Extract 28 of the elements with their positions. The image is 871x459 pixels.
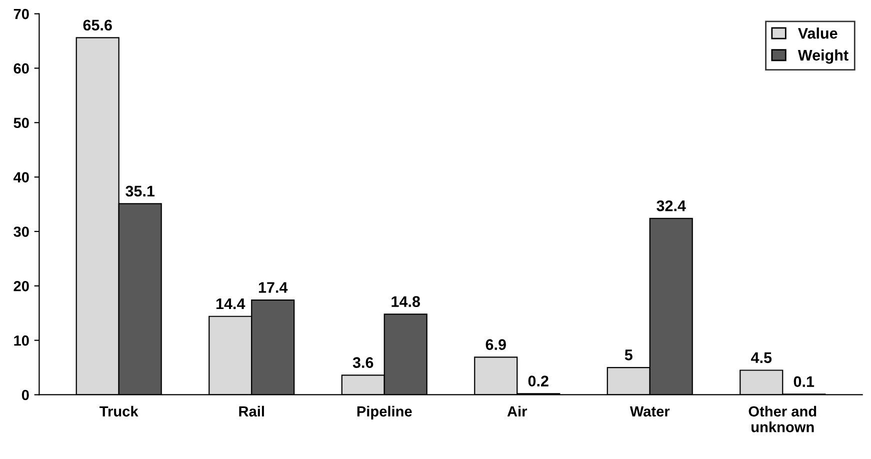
- y-tick-label: 0: [22, 390, 29, 400]
- y-tick-label: 60: [14, 63, 29, 74]
- x-tick-label: Other and unknown: [748, 406, 816, 432]
- x-tick-label: Rail: [239, 406, 264, 417]
- x-tick-label: Truck: [100, 406, 138, 417]
- y-tick-label: 70: [14, 8, 29, 20]
- y-tick-label: 20: [14, 280, 29, 292]
- data-label: 65.6: [83, 20, 112, 31]
- data-label: 3.6: [352, 357, 374, 368]
- data-label: 17.4: [258, 282, 288, 293]
- y-tick-label: 30: [14, 226, 29, 237]
- x-tick-label: Water: [630, 406, 670, 417]
- y-tick-label: 40: [13, 172, 29, 182]
- data-label: 35.1: [126, 186, 155, 197]
- data-label: 14.4: [216, 298, 246, 310]
- data-label: 0.1: [794, 376, 814, 388]
- data-label: 14.8: [392, 296, 420, 308]
- data-label: 6.9: [486, 339, 506, 350]
- data-label: 32.4: [656, 200, 686, 212]
- y-tick-label: 10: [14, 335, 29, 346]
- data-label: 4.5: [751, 352, 772, 364]
- x-tick-label: Air: [507, 406, 528, 416]
- data-label: 5: [624, 350, 632, 360]
- legend-label: Weight: [798, 49, 848, 64]
- y-tick-label: 50: [14, 118, 29, 128]
- x-tick-label: Pipeline: [357, 406, 412, 420]
- data-label: 0.2: [528, 376, 548, 386]
- legend-label: Value: [798, 28, 838, 39]
